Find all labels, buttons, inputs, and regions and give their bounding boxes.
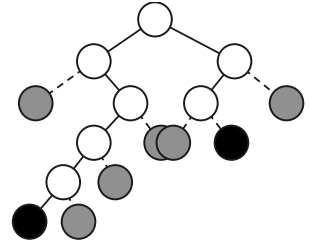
Ellipse shape (218, 44, 251, 78)
Ellipse shape (19, 86, 53, 120)
Ellipse shape (13, 205, 46, 239)
Ellipse shape (270, 86, 303, 120)
Ellipse shape (144, 126, 178, 160)
Ellipse shape (77, 44, 111, 78)
Ellipse shape (157, 126, 190, 160)
Ellipse shape (46, 165, 80, 199)
Ellipse shape (215, 126, 248, 160)
Ellipse shape (62, 205, 95, 239)
Ellipse shape (98, 165, 132, 199)
Ellipse shape (77, 126, 111, 160)
Ellipse shape (114, 86, 147, 120)
Ellipse shape (184, 86, 218, 120)
Ellipse shape (138, 2, 172, 36)
